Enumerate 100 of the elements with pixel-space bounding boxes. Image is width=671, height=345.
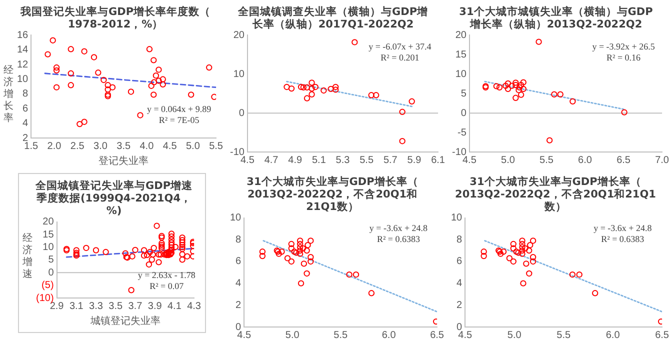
point <box>502 82 509 89</box>
point <box>518 82 524 88</box>
point <box>109 84 116 90</box>
x-tick-label: 4.5 <box>162 140 178 152</box>
point <box>296 250 304 257</box>
point <box>520 86 526 92</box>
y-tick-label: 6 <box>456 256 463 268</box>
point <box>300 245 306 252</box>
y-tick-label: 14 <box>17 44 29 56</box>
point <box>432 318 438 325</box>
point <box>519 238 526 244</box>
point <box>296 244 304 250</box>
point <box>50 37 56 44</box>
point <box>293 250 300 256</box>
point <box>576 271 582 278</box>
x-tick-label: 4.5 <box>458 330 473 341</box>
point <box>188 92 194 98</box>
y-tick-label: 10 <box>233 68 245 80</box>
point <box>53 67 60 74</box>
x-axis-title: 登记失业率 <box>98 154 149 167</box>
point <box>332 86 339 93</box>
point <box>160 81 166 88</box>
point <box>298 280 304 286</box>
point <box>146 46 153 52</box>
point <box>530 258 536 265</box>
point <box>284 84 290 90</box>
chart-title: 全国城镇登记失业率与GDP增速季度数据(1999Q4-2021Q4，%) <box>34 179 194 218</box>
point <box>308 85 315 92</box>
x-tick-label: 6.0 <box>578 154 592 166</box>
point <box>493 83 500 90</box>
y-tick-label: 0 <box>238 108 245 119</box>
point <box>551 91 558 98</box>
x-tick-label: 5.3 <box>336 154 350 166</box>
point <box>104 86 111 93</box>
point <box>592 290 598 296</box>
point <box>298 84 304 90</box>
point <box>519 247 526 254</box>
chart-title: 我国登记失业率与GDP增长率年度数（1978-2012，%） <box>19 5 211 31</box>
x-tick-label: 4.0 <box>140 140 154 152</box>
x-tick-label: 3.5 <box>116 140 131 152</box>
point <box>526 270 532 277</box>
x-tick-label: 4.9 <box>288 154 302 166</box>
point <box>288 245 294 252</box>
x-tick-label: 5.0 <box>285 330 300 341</box>
x-tick-label: 5.7 <box>383 154 398 166</box>
point <box>156 78 162 84</box>
x-tick-label: 6.5 <box>616 154 631 166</box>
y-tick-label: 0 <box>48 267 54 278</box>
y-axis-title: 经济增速 <box>22 233 33 281</box>
y-tick-label: 10 <box>42 242 54 253</box>
point <box>81 48 88 54</box>
point <box>520 280 526 286</box>
chart-title: 31个大城市失业率与GDP增长率（2013Q2-2022Q2，不含20Q1和21Q1数） <box>455 175 656 214</box>
point <box>520 79 526 86</box>
y-tick-label: 10 <box>455 68 467 80</box>
point <box>278 248 285 255</box>
point <box>510 245 516 252</box>
x-tick-label: 6.5 <box>430 330 444 341</box>
point <box>496 84 503 90</box>
y-tick-label: 2 <box>456 300 463 311</box>
point <box>497 250 504 257</box>
y-tick-label: 10 <box>17 74 29 86</box>
point <box>300 84 307 90</box>
y-tick-label: 20 <box>42 216 54 228</box>
point <box>312 84 318 90</box>
point <box>211 94 216 100</box>
y-tick-label: 8 <box>456 234 463 246</box>
point <box>152 72 160 79</box>
y-axis-title: 经济增长率 <box>3 65 14 125</box>
x-tick-label: 7.0 <box>655 154 670 166</box>
chart-title: 全国城镇调查失业率（横轴）与GDP增长率（纵轴）2017Q1-2022Q2 <box>236 5 428 31</box>
point <box>76 120 83 128</box>
chart-title: 31个大城市城镇失业率（横轴）与GDP增长率（纵轴）2013Q2-2022Q2 <box>459 5 654 31</box>
x-tick-label: 6.0 <box>606 330 620 341</box>
x-tick-label: 3.9 <box>148 300 162 312</box>
point <box>53 84 60 90</box>
point <box>308 238 314 244</box>
x-tick-label: 3.1 <box>69 300 84 312</box>
x-tick-label: 5.5 <box>209 140 224 152</box>
point <box>512 94 519 101</box>
point <box>288 258 294 265</box>
y-tick-label: 20 <box>233 30 245 41</box>
y-tick-label: 2 <box>236 300 242 311</box>
point <box>160 76 166 82</box>
point <box>557 91 564 98</box>
x-tick-label: 2.0 <box>47 140 62 152</box>
point <box>68 70 74 76</box>
point <box>148 82 154 89</box>
point <box>44 51 51 58</box>
point <box>328 86 334 92</box>
y-tick-label: 15 <box>455 49 467 60</box>
point <box>518 92 524 98</box>
point <box>90 54 98 60</box>
point <box>500 248 507 255</box>
y-tick-label: 16 <box>17 30 29 41</box>
x-tick-label: 5.9 <box>407 154 422 166</box>
point <box>512 80 519 86</box>
point <box>150 92 157 98</box>
x-tick-label: 5.5 <box>556 330 571 341</box>
point <box>259 252 266 260</box>
